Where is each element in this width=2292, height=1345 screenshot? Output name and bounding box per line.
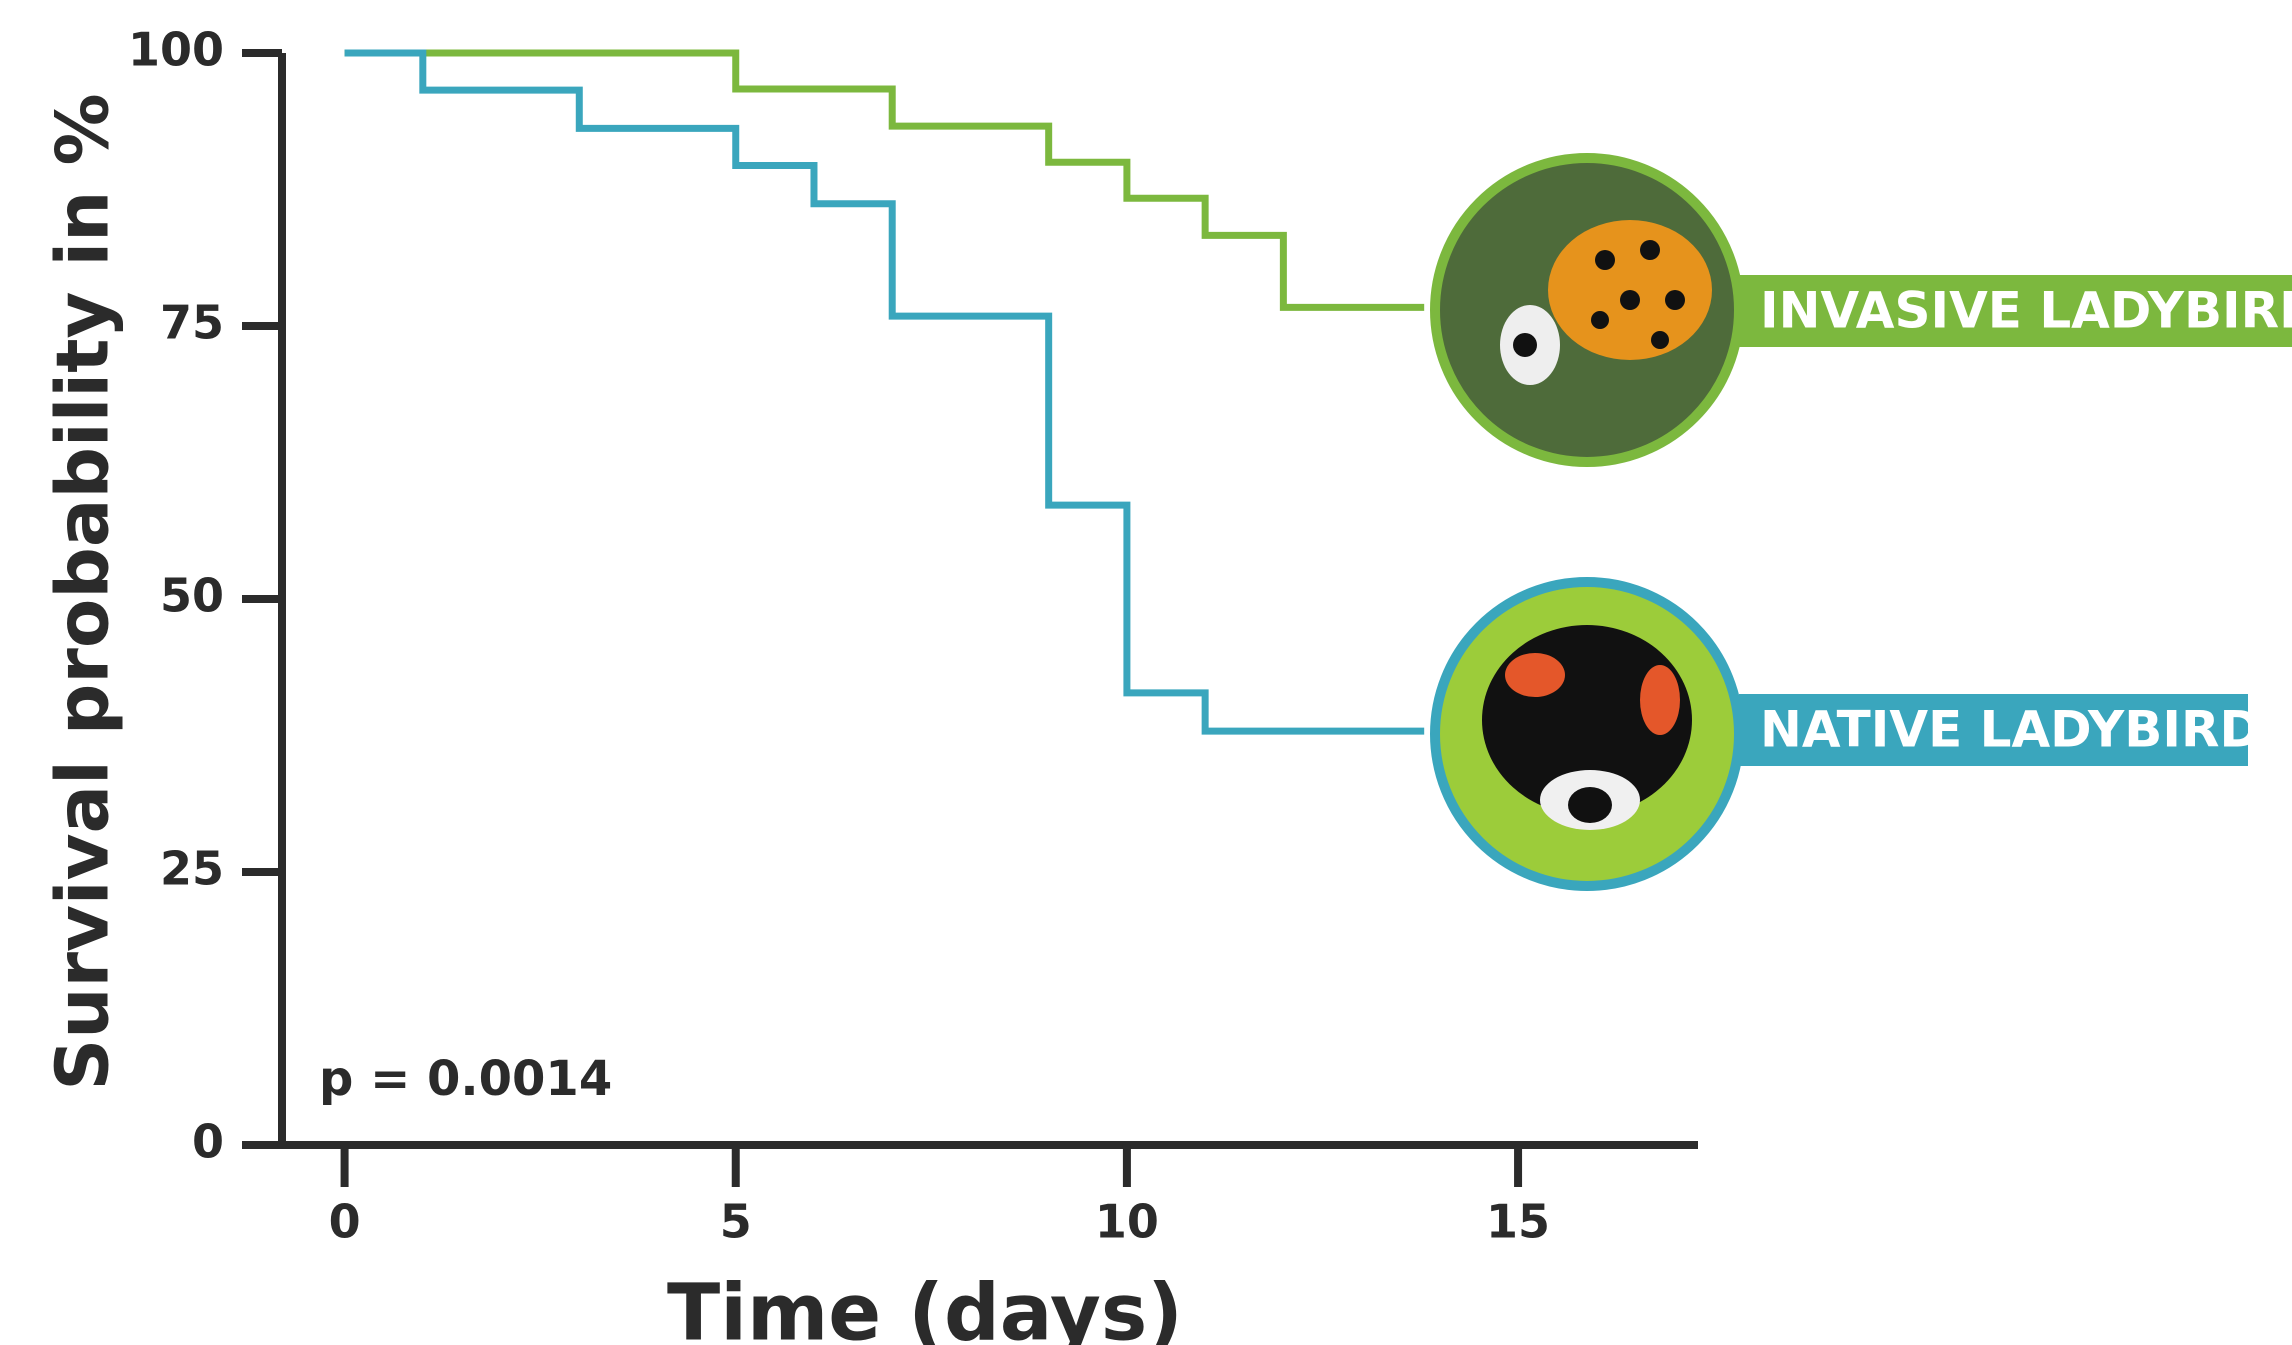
y-tick-label: 0	[192, 1115, 224, 1169]
x-tick-label: 10	[1095, 1195, 1159, 1249]
p-value: p = 0.0014	[319, 1051, 612, 1107]
x-tick-label: 15	[1486, 1195, 1550, 1249]
y-tick-label: 75	[160, 296, 224, 350]
y-tick-label: 50	[160, 569, 224, 623]
y-axis-label: Survival probability in %	[41, 93, 125, 1090]
invasive-photo	[1435, 158, 1739, 462]
legend-label: INVASIVE LADYBIRD	[1760, 282, 2292, 340]
x-axis-label: Time (days)	[667, 1268, 1183, 1345]
x-tick-label: 0	[329, 1195, 361, 1249]
native-photo	[1435, 582, 1739, 886]
chart: Survival probability in % Time (days) p …	[0, 0, 2292, 1345]
survival-line	[345, 53, 1425, 731]
y-tick-label: 100	[128, 23, 224, 77]
legend-label: NATIVE LADYBIRD	[1760, 701, 2261, 759]
x-tick-label: 5	[720, 1195, 752, 1249]
y-tick-label: 25	[160, 842, 224, 896]
